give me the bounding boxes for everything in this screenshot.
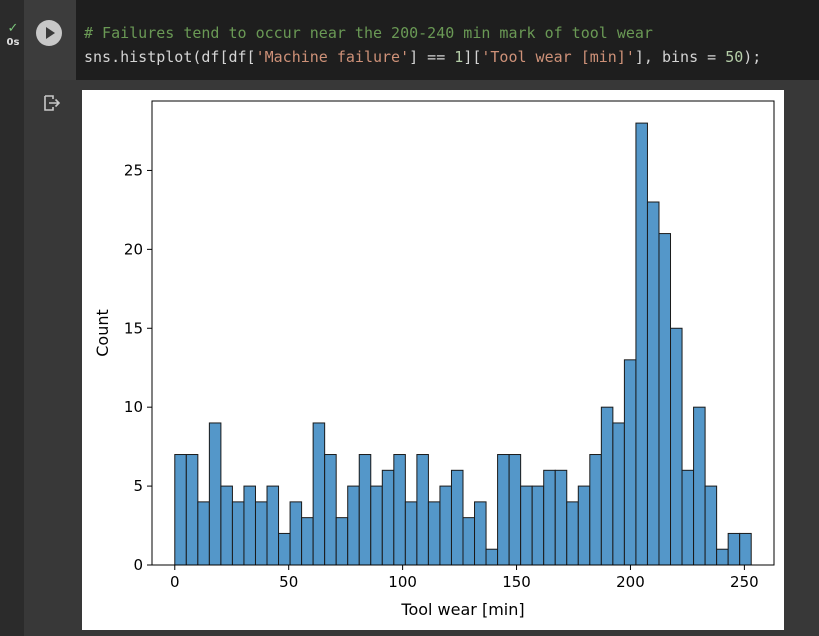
histogram-bar (508, 454, 522, 566)
histogram-bar (739, 532, 752, 566)
x-tick-label: 50 (279, 573, 298, 591)
x-tick-label: 200 (616, 573, 645, 591)
histogram-bar (266, 485, 280, 566)
histogram-bar (623, 359, 637, 566)
axes-frame (151, 100, 775, 566)
code-part: ); (743, 48, 762, 66)
histogram-bar (670, 327, 683, 566)
histogram-bar (554, 469, 568, 566)
histogram-bar (416, 454, 429, 566)
left-gutter (0, 0, 24, 636)
code-string: 'Machine failure' (255, 48, 410, 66)
output-redirect-icon[interactable] (42, 94, 62, 112)
histogram-bar (462, 517, 476, 566)
histogram-bar (566, 501, 579, 566)
bars-group (174, 122, 752, 566)
histogram-bar (520, 485, 533, 566)
histogram-bar (612, 422, 625, 566)
histogram-bar (347, 485, 360, 566)
success-check-icon: ✓ (7, 21, 19, 36)
histogram-bar (577, 485, 591, 566)
histogram-bar (231, 501, 245, 566)
code-part: ] == (409, 48, 455, 66)
histogram-bar (531, 485, 545, 566)
histogram-bar (393, 454, 406, 566)
histogram-bar (185, 454, 199, 566)
histogram-bar (220, 485, 233, 566)
x-tick-label: 150 (502, 573, 531, 591)
histogram-bar (485, 548, 499, 566)
histogram-bar (681, 469, 695, 566)
histogram-chart: 0 50 100 150 200 250 0 5 10 15 20 25 Tool wear [mi… (93, 100, 775, 619)
histogram-bar (439, 485, 452, 566)
histogram-bar (254, 501, 268, 566)
histogram-bar (450, 469, 464, 566)
histogram-bar (600, 406, 614, 566)
y-tick-label: 25 (124, 161, 143, 179)
histogram-bar (324, 454, 337, 566)
histogram-bar (301, 517, 314, 566)
y-axis-label: Count (93, 309, 112, 357)
code-part: sns.histplot(df[df[ (84, 48, 256, 66)
histogram-bar (404, 501, 418, 566)
code-cell[interactable]: # Failures tend to occur near the 200-24… (76, 0, 819, 80)
histogram-bar (497, 454, 510, 566)
histogram-bar (370, 485, 383, 566)
histogram-bar (381, 469, 395, 566)
histogram-bar (589, 454, 602, 566)
y-tick-label: 5 (133, 477, 143, 495)
code-string: 'Tool wear [min]' (481, 48, 635, 66)
x-tick-label: 100 (388, 573, 417, 591)
histogram-bar (635, 122, 648, 566)
histogram-bar (289, 501, 303, 566)
x-tick-label: 250 (730, 573, 759, 591)
y-tick-label: 0 (133, 556, 143, 574)
run-cell-button[interactable] (36, 20, 62, 46)
histogram-bar (208, 422, 222, 566)
histogram-bar (658, 233, 672, 566)
code-editor[interactable]: # Failures tend to occur near the 200-24… (84, 21, 761, 69)
histogram-bar (727, 532, 741, 566)
histogram-bar (358, 454, 372, 566)
histogram-bar (543, 469, 556, 566)
play-icon (46, 27, 55, 39)
histogram-bar (243, 485, 256, 566)
code-number: 50 (725, 48, 744, 66)
plot-output: 0 50 100 150 200 250 0 5 10 15 20 25 Tool wear [mi… (82, 90, 784, 630)
code-part: ], bins = (634, 48, 726, 66)
code-comment: # Failures tend to occur near the 200-24… (84, 24, 653, 42)
histogram-bar (278, 532, 291, 566)
histogram-bar (716, 548, 729, 566)
histogram-bar (427, 501, 441, 566)
y-tick-label: 15 (124, 319, 143, 337)
histogram-bar (174, 454, 187, 566)
code-part: ][ (463, 48, 482, 66)
histogram-bar (693, 406, 706, 566)
code-number: 1 (454, 48, 464, 66)
histogram-bar (704, 485, 718, 566)
cell-status: ✓ 0s (3, 22, 23, 49)
y-tick-label: 10 (124, 398, 143, 416)
histogram-bar (646, 201, 660, 566)
y-ticks: 0 5 10 15 20 25 (124, 161, 152, 574)
x-ticks: 0 50 100 150 200 250 (170, 565, 759, 591)
histogram-bar (312, 422, 326, 566)
histogram-bar (474, 501, 487, 566)
y-tick-label: 20 (124, 240, 143, 258)
histogram-bar (335, 517, 349, 566)
histogram-bar (197, 501, 210, 566)
x-axis-label: Tool wear [min] (400, 600, 524, 619)
x-tick-label: 0 (170, 573, 180, 591)
execution-time: 0s (6, 37, 20, 48)
